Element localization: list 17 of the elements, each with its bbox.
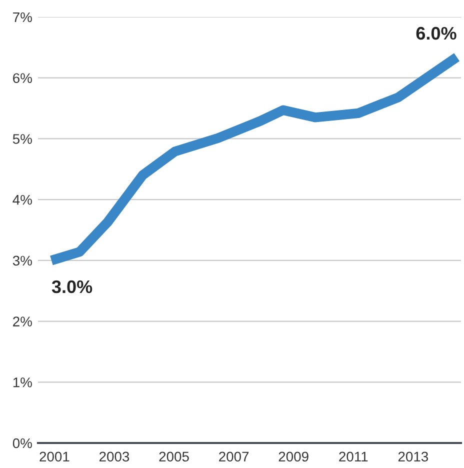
y-tick-label: 0% bbox=[12, 438, 32, 448]
y-tick-label: 2% bbox=[13, 316, 32, 326]
x-tick-label: 2009 bbox=[278, 452, 308, 462]
y-tick-label: 7% bbox=[13, 12, 32, 22]
y-tick-label: 6% bbox=[13, 73, 32, 84]
x-tick-label: 2001 bbox=[40, 452, 70, 462]
y-tick-label: 5% bbox=[12, 134, 32, 144]
x-tick-label: 2011 bbox=[339, 452, 368, 462]
annotation: 3.0% bbox=[52, 280, 92, 294]
x-tick-label: 2003 bbox=[99, 452, 130, 462]
x-tick-label: 2007 bbox=[219, 452, 249, 462]
y-tick-label: 1% bbox=[13, 378, 32, 388]
x-tick-label: 2005 bbox=[159, 452, 189, 462]
y-tick-label: 3% bbox=[12, 256, 32, 266]
y-tick-label: 4% bbox=[12, 194, 32, 205]
x-tick-label: 2013 bbox=[398, 452, 428, 462]
annotation: 6.0% bbox=[416, 26, 456, 40]
